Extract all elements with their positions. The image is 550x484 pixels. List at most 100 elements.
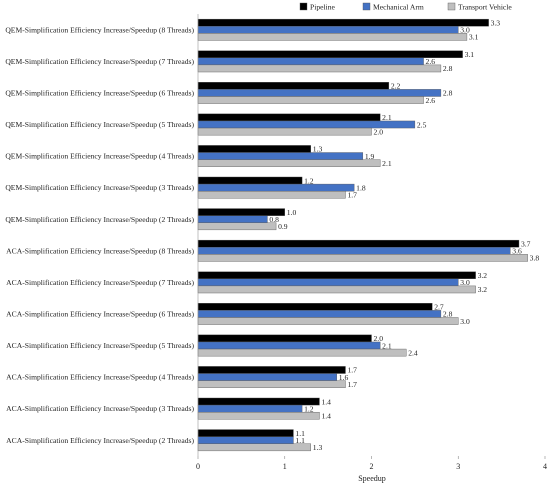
legend: Pipeline Mechanical Arm Transport Vehicle [299, 2, 512, 12]
category-label: QEM-Simplification Efficiency Increase/S… [5, 183, 194, 192]
value-label: 2.2 [391, 82, 401, 91]
category-label: QEM-Simplification Efficiency Increase/S… [5, 152, 194, 161]
value-label: 2.8 [443, 64, 453, 73]
value-label: 3.2 [478, 285, 488, 294]
bar-pipeline [197, 18, 489, 27]
bar-mechanical-arm [197, 26, 459, 34]
bar-transport-vehicle [197, 159, 381, 167]
bar-pipeline [197, 50, 463, 59]
category-label: ACA-Simplification Efficiency Increase/S… [6, 373, 194, 382]
category-label: ACA-Simplification Efficiency Increase/S… [6, 246, 194, 255]
bar-mechanical-arm [197, 215, 268, 223]
value-label: 1.9 [365, 152, 375, 161]
x-tick-label: 0 [196, 462, 200, 471]
bar-pipeline [197, 397, 320, 406]
category-label: QEM-Simplification Efficiency Increase/S… [5, 25, 194, 34]
value-label: 1.1 [295, 429, 305, 438]
bar-mechanical-arm [197, 373, 338, 381]
category-label: QEM-Simplification Efficiency Increase/S… [5, 215, 194, 224]
bar-pipeline [197, 429, 294, 437]
bar-mechanical-arm [197, 310, 442, 318]
value-label: 2.6 [426, 57, 436, 66]
value-label: 3.7 [521, 239, 531, 248]
bar-mechanical-arm [197, 183, 355, 192]
bar-transport-vehicle [197, 127, 372, 136]
legend-swatch [447, 2, 456, 11]
value-label: 1.7 [347, 190, 357, 199]
axis-layer: 0 1 2 3 4 [196, 14, 547, 471]
category-label: QEM-Simplification Efficiency Increase/S… [5, 89, 194, 98]
bar-mechanical-arm [197, 57, 424, 66]
bar-transport-vehicle [197, 380, 346, 388]
value-label: 2.7 [434, 303, 444, 312]
value-label: 3.8 [530, 254, 540, 263]
category-label: QEM-Simplification Efficiency Increase/S… [5, 57, 194, 66]
value-label: 1.7 [347, 366, 357, 375]
bar-pipeline [197, 239, 520, 248]
value-label: 1.4 [321, 397, 331, 406]
bar-transport-vehicle [197, 348, 407, 357]
value-label: 2.1 [382, 159, 392, 168]
value-label: 1.8 [356, 183, 366, 192]
x-tick-label: 2 [370, 462, 374, 471]
bar-pipeline [197, 145, 311, 153]
bar-pipeline [197, 271, 476, 280]
value-label: 1.1 [295, 436, 305, 445]
legend-label: Mechanical Arm [373, 3, 424, 12]
bar-transport-vehicle [197, 317, 459, 325]
value-label: 2.0 [374, 334, 384, 343]
category-label: ACA-Simplification Efficiency Increase/S… [6, 436, 194, 445]
value-label: 3.0 [460, 26, 470, 35]
bar-transport-vehicle [197, 443, 311, 452]
value-label: 3.1 [469, 33, 479, 42]
bar-mechanical-arm [197, 89, 442, 97]
value-label: 1.7 [347, 380, 357, 389]
legend-swatch [299, 2, 308, 11]
value-label: 1.2 [304, 404, 314, 413]
legend-swatch [362, 2, 371, 11]
value-label: 1.4 [321, 411, 331, 420]
bar-pipeline [197, 303, 433, 311]
bar-transport-vehicle [197, 96, 424, 104]
bar-pipeline [197, 113, 381, 122]
bar-mechanical-arm [197, 152, 364, 160]
legend-label: Pipeline [310, 3, 336, 12]
bar-mechanical-arm [197, 278, 459, 287]
value-label: 3.1 [465, 50, 475, 59]
bar-mechanical-arm [197, 436, 294, 444]
value-label: 1.6 [339, 373, 349, 382]
legend-label: Transport Vehicle [458, 3, 512, 12]
value-label: 3.2 [478, 271, 488, 280]
category-label: ACA-Simplification Efficiency Increase/S… [6, 310, 194, 319]
value-label: 3.0 [460, 317, 470, 326]
value-label: 1.3 [313, 145, 323, 154]
value-label: 1.2 [304, 176, 314, 185]
category-label: QEM-Simplification Efficiency Increase/S… [5, 120, 194, 129]
value-label: 2.5 [417, 120, 427, 129]
x-tick-label: 1 [283, 462, 287, 471]
value-label: 2.1 [382, 341, 392, 350]
bar-pipeline [197, 82, 390, 90]
category-label: ACA-Simplification Efficiency Increase/S… [6, 278, 194, 287]
bar-layer [197, 18, 528, 452]
value-label: 1.3 [313, 443, 323, 452]
value-label: 2.4 [408, 348, 418, 357]
bar-pipeline [197, 176, 303, 185]
bar-mechanical-arm [197, 404, 303, 413]
value-label: 2.6 [426, 96, 436, 105]
value-label: 3.6 [512, 247, 522, 256]
value-label: 3.3 [491, 18, 501, 27]
bar-transport-vehicle [197, 285, 476, 294]
value-label: 2.8 [443, 310, 453, 319]
x-axis-title: Speedup [358, 474, 386, 483]
value-label: 0.9 [278, 222, 288, 231]
value-label: 3.0 [460, 278, 470, 287]
value-label: 2.0 [374, 127, 384, 136]
bar-transport-vehicle [197, 254, 528, 262]
bar-mechanical-arm [197, 247, 511, 255]
value-label: 2.1 [382, 113, 392, 122]
label-layer: QEM-Simplification Efficiency Increase/S… [5, 18, 539, 452]
x-tick-label: 4 [543, 462, 547, 471]
bar-mechanical-arm [197, 341, 381, 350]
